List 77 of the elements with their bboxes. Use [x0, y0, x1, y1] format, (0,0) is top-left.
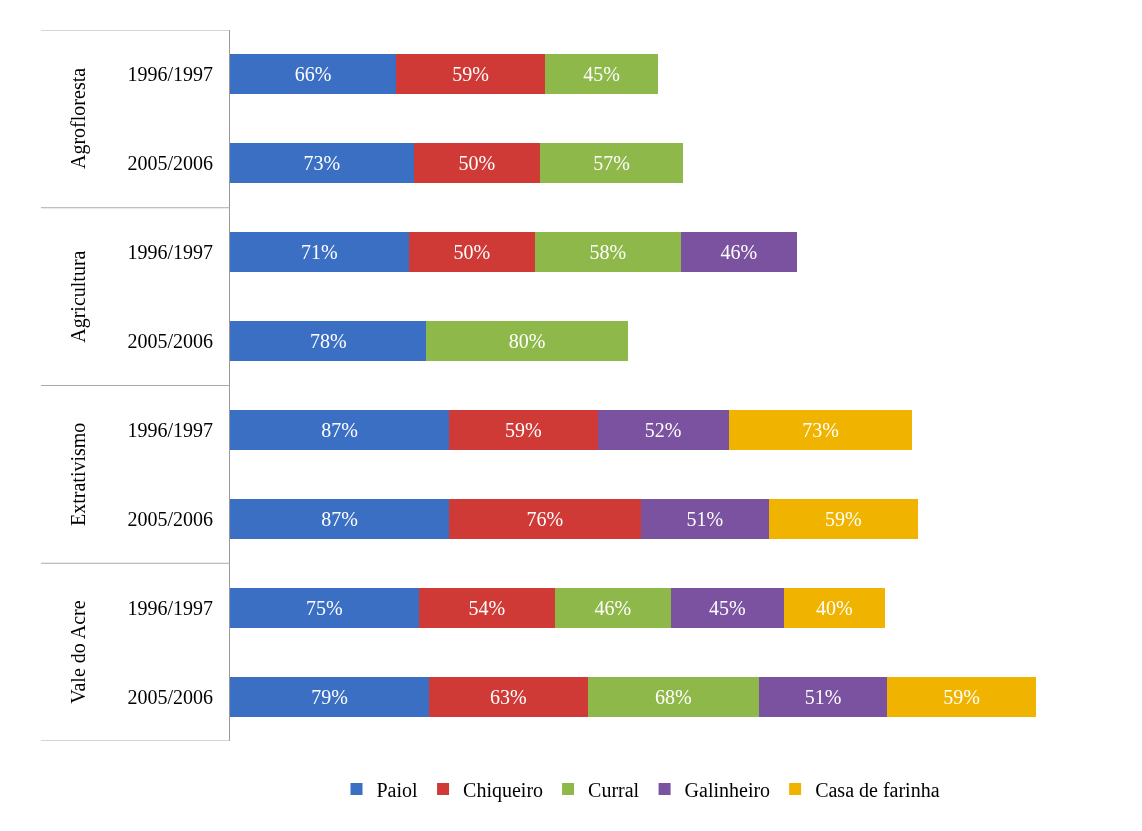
bar: [230, 498, 450, 539]
bar: [230, 409, 450, 450]
data-label: 71%: [301, 241, 338, 264]
bar: [534, 232, 681, 273]
y-tick-label: 1996/1997: [127, 63, 213, 86]
bar: [544, 54, 659, 95]
data-label: 59%: [452, 63, 489, 86]
data-label: 46%: [594, 596, 632, 619]
data-label: 51%: [686, 507, 724, 530]
data-label: 50%: [453, 241, 491, 264]
y-tick-label: 1996/1997: [127, 241, 213, 264]
bar: [230, 143, 414, 184]
bar: [230, 676, 429, 717]
text: Agrofloresta: [67, 67, 91, 169]
data-label: 59%: [824, 507, 862, 530]
bar: [428, 676, 588, 717]
data-label: 87%: [321, 507, 358, 530]
data-label: 73%: [802, 418, 839, 441]
text: Agricultura: [67, 250, 91, 343]
data-label: 58%: [589, 241, 627, 264]
data-label: 87%: [321, 418, 358, 441]
bar: [230, 54, 397, 95]
y-tick-label: 1996/1997: [127, 418, 213, 441]
data-label: 50%: [458, 152, 496, 175]
bar: [640, 498, 769, 539]
y-tick-label: 2005/2006: [127, 152, 213, 175]
data-label: 59%: [505, 418, 542, 441]
bar: [449, 498, 641, 539]
bar: [587, 676, 759, 717]
data-label: 45%: [583, 63, 620, 86]
y-tick-label: 1996/1997: [127, 596, 213, 619]
data-label: 57%: [593, 152, 630, 175]
bar: [230, 587, 419, 628]
data-label: 79%: [311, 685, 348, 708]
data-label: 45%: [709, 596, 746, 619]
text: Extrativismo: [67, 422, 90, 526]
bar: [680, 232, 797, 273]
bar: [449, 409, 598, 450]
y-tick-label: 2005/2006: [127, 685, 213, 708]
legend-label: Casa de farinha: [815, 778, 940, 801]
bar: [784, 587, 885, 628]
text: Vale do Acre: [67, 600, 90, 704]
data-label: 59%: [943, 685, 980, 708]
data-label: 68%: [654, 685, 692, 708]
y-tick-label: 2005/2006: [127, 330, 213, 353]
bar: [728, 409, 913, 450]
data-label: 66%: [294, 63, 332, 86]
bar: [768, 498, 918, 539]
data-label: 52%: [644, 418, 682, 441]
bar: [554, 587, 671, 628]
bar: [758, 676, 888, 717]
data-label: 40%: [816, 596, 853, 619]
bar: [230, 321, 427, 362]
bar: [418, 587, 555, 628]
legend-label: Galinheiro: [684, 778, 771, 801]
bar: [887, 676, 1036, 717]
bar: [230, 232, 409, 273]
data-label: 54%: [468, 596, 506, 619]
legend-label: Chiqueiro: [463, 778, 544, 802]
data-label: 78%: [309, 330, 347, 353]
data-label: 63%: [489, 685, 527, 708]
data-label: 76%: [526, 507, 564, 530]
bar: [597, 409, 729, 450]
bar: [539, 143, 684, 184]
legend-label: Curral: [588, 778, 640, 801]
data-label: 46%: [720, 241, 758, 264]
bar: [670, 587, 785, 628]
data-label: 80%: [508, 330, 546, 353]
bar: [408, 232, 535, 273]
bar: [413, 143, 540, 184]
data-label: 75%: [306, 596, 343, 619]
legend-label: Paiol: [376, 778, 419, 801]
y-tick-label: 2005/2006: [127, 507, 213, 530]
data-label: 51%: [804, 685, 842, 708]
data-label: 73%: [303, 152, 341, 175]
bar: [426, 321, 628, 362]
bar: [396, 54, 545, 95]
